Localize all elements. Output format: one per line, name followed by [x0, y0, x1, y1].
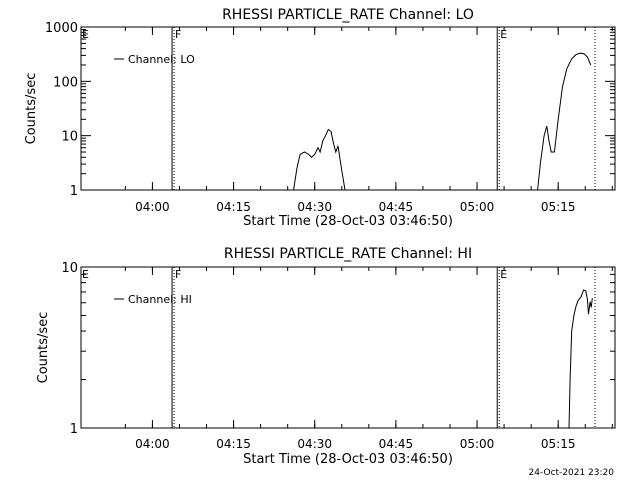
y-axis-label: Counts/sec: [24, 73, 39, 145]
x-tick-label: 04:45: [379, 437, 414, 451]
plot-frame: [80, 266, 616, 429]
y-tick-label: 10: [61, 261, 78, 276]
chart-panel-lo: RHESSI PARTICLE_RATE Channel: LO 04:00 04:…: [24, 7, 616, 229]
y-axis-label: Counts/sec: [36, 312, 51, 384]
x-tick-label: 04:15: [216, 200, 251, 214]
x-tick-label: 04:45: [379, 200, 414, 214]
chart-title: RHESSI PARTICLE_RATE Channel: HI: [224, 246, 472, 262]
series-line: [293, 128, 346, 191]
y-tick-label: 100: [53, 75, 78, 90]
x-tick-label: 04:00: [135, 200, 170, 214]
event-marker-label: E: [82, 268, 89, 281]
y-tick-label: 1: [70, 422, 78, 437]
y-tick-label: 1: [70, 184, 78, 199]
x-axis-label: Start Time (28-Oct-03 03:46:50): [243, 452, 453, 467]
series-line: [568, 289, 593, 429]
chart-title: RHESSI PARTICLE_RATE Channel: LO: [222, 7, 474, 23]
x-tick-label: 04:15: [216, 437, 251, 451]
x-tick-label: 05:00: [460, 200, 495, 214]
x-tick-label: 05:15: [541, 200, 576, 214]
x-axis-label: Start Time (28-Oct-03 03:46:50): [243, 214, 453, 229]
x-tick-label: 04:30: [297, 200, 332, 214]
x-tick-label: 05:00: [460, 437, 495, 451]
event-marker-label: E: [500, 268, 507, 281]
event-marker-label: F: [175, 28, 181, 41]
legend-label: Channel: LO: [128, 53, 195, 66]
event-marker-label: E: [82, 28, 89, 41]
event-marker-label: F: [175, 268, 181, 281]
series-line: [537, 52, 592, 191]
plot-frame: [80, 26, 616, 191]
event-marker-label: E: [500, 28, 507, 41]
footer-timestamp: 24-Oct-2021 23:20: [529, 468, 615, 478]
x-tick-label: 04:30: [297, 437, 332, 451]
x-tick-label: 05:15: [541, 437, 576, 451]
y-tick-label: 10: [61, 130, 78, 145]
x-tick-label: 04:00: [135, 437, 170, 451]
chart-panel-hi: RHESSI PARTICLE_RATE Channel: HI 04:00 04:…: [36, 246, 616, 467]
y-tick-label: 1000: [45, 21, 78, 36]
legend-label: Channel: HI: [128, 293, 192, 306]
